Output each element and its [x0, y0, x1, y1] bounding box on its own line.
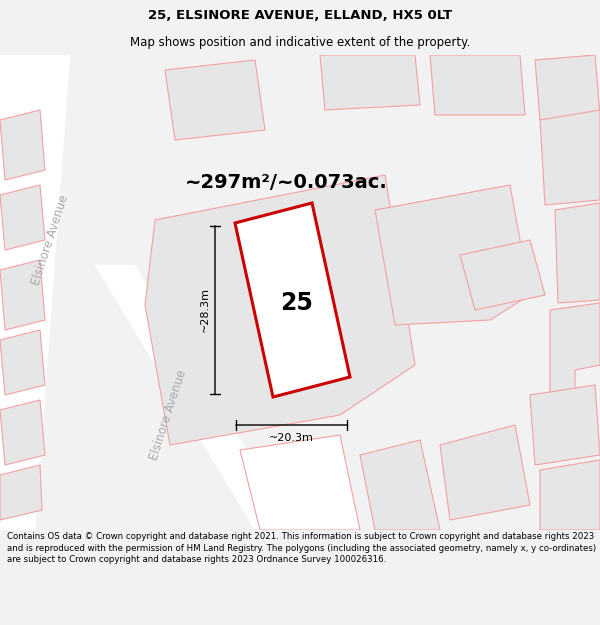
Text: ~20.3m: ~20.3m — [269, 433, 314, 443]
Polygon shape — [540, 460, 600, 530]
Polygon shape — [320, 55, 420, 110]
Polygon shape — [0, 55, 70, 530]
Text: Elsinore Avenue: Elsinore Avenue — [29, 193, 71, 287]
Text: Elsinore Avenue: Elsinore Avenue — [147, 368, 189, 462]
Polygon shape — [375, 185, 530, 325]
Polygon shape — [530, 385, 600, 465]
Text: Contains OS data © Crown copyright and database right 2021. This information is : Contains OS data © Crown copyright and d… — [7, 532, 596, 564]
Polygon shape — [145, 175, 415, 445]
Polygon shape — [0, 110, 45, 180]
Polygon shape — [165, 60, 265, 140]
Polygon shape — [235, 203, 350, 397]
Polygon shape — [535, 55, 600, 120]
Polygon shape — [550, 303, 600, 420]
Polygon shape — [240, 435, 360, 530]
Polygon shape — [0, 400, 45, 465]
Text: ~297m²/~0.073ac.: ~297m²/~0.073ac. — [185, 174, 388, 192]
Polygon shape — [360, 440, 440, 530]
Polygon shape — [95, 265, 295, 530]
Polygon shape — [430, 55, 525, 115]
Polygon shape — [460, 240, 545, 310]
Text: 25, ELSINORE AVENUE, ELLAND, HX5 0LT: 25, ELSINORE AVENUE, ELLAND, HX5 0LT — [148, 9, 452, 22]
Polygon shape — [0, 185, 45, 250]
Polygon shape — [0, 465, 42, 520]
Text: ~28.3m: ~28.3m — [200, 288, 210, 332]
Polygon shape — [440, 425, 530, 520]
Text: Map shows position and indicative extent of the property.: Map shows position and indicative extent… — [130, 36, 470, 49]
Polygon shape — [540, 110, 600, 205]
Polygon shape — [0, 330, 45, 395]
Polygon shape — [0, 260, 45, 330]
Polygon shape — [555, 203, 600, 303]
Text: 25: 25 — [281, 291, 313, 315]
